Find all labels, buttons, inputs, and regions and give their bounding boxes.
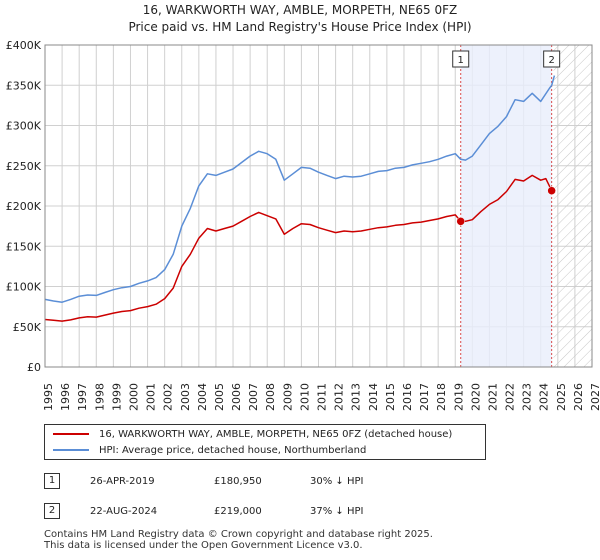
legend-swatch-hpi <box>53 449 89 451</box>
x-tick-label: 2025 <box>555 383 568 411</box>
footer: Contains HM Land Registry data © Crown c… <box>44 529 433 551</box>
x-tick-label: 2027 <box>589 383 600 411</box>
x-tick-label: 1997 <box>76 383 89 411</box>
event-date: 26-APR-2019 <box>90 476 155 487</box>
x-tick-label: 2010 <box>298 383 311 411</box>
sale-period-shade <box>460 45 552 367</box>
x-tick-label: 2001 <box>145 383 158 411</box>
sale-point-marker <box>547 186 556 195</box>
x-tick-label: 2022 <box>504 383 517 411</box>
x-tick-label: 2000 <box>127 383 140 411</box>
legend-item-hpi: HPI: Average price, detached house, Nort… <box>53 443 366 459</box>
chart-subtitle: Price paid vs. HM Land Registry's House … <box>128 20 472 34</box>
legend-swatch-property <box>53 433 89 435</box>
event-delta: 30% ↓ HPI <box>310 476 364 487</box>
x-tick-label: 2013 <box>350 383 363 411</box>
x-tick-label: 2019 <box>452 383 465 411</box>
x-tick-label: 2024 <box>538 383 551 411</box>
series-line-property <box>44 174 553 322</box>
x-tick-label: 1995 <box>42 383 55 411</box>
x-tick-label: 1998 <box>93 383 106 411</box>
forecast-hatch <box>553 45 592 367</box>
legend-label-hpi: HPI: Average price, detached house, Nort… <box>99 445 367 456</box>
event-delta: 37% ↓ HPI <box>310 506 364 517</box>
sale-badge <box>452 50 470 68</box>
x-tick-label: 2004 <box>196 383 209 411</box>
x-tick-label: 2020 <box>469 383 482 411</box>
x-tick-label: 2011 <box>316 383 329 411</box>
event-badge: 1 <box>44 473 60 489</box>
chart-legend: 16, WARKWORTH WAY, AMBLE, MORPETH, NE65 … <box>44 424 486 460</box>
chart-title: 16, WARKWORTH WAY, AMBLE, MORPETH, NE65 … <box>142 3 458 17</box>
y-tick-label: £250K <box>6 160 42 173</box>
sale-point-marker <box>456 217 465 226</box>
price-chart: £0 £50K £100K £150K £200K £250K £300K £350K £400… <box>6 39 600 411</box>
y-tick-label: £100K <box>6 281 42 294</box>
x-tick-label: 2023 <box>521 383 534 411</box>
sale-badge-label: 1 <box>458 55 464 66</box>
x-tick-label: 2017 <box>418 383 431 411</box>
x-tick-label: 2009 <box>281 383 294 411</box>
x-tick-label: 2007 <box>247 383 260 411</box>
x-tick-label: 2016 <box>401 383 414 411</box>
x-tick-label: 2015 <box>384 383 397 411</box>
x-tick-label: 2021 <box>486 383 499 411</box>
y-tick-label: £300K <box>6 120 42 133</box>
y-tick-label: £350K <box>6 79 42 92</box>
x-tick-label: 2002 <box>162 383 175 411</box>
plot-frame <box>44 44 593 368</box>
x-tick-label: 2008 <box>264 383 277 411</box>
event-price: £219,000 <box>214 506 262 517</box>
event-date: 22-AUG-2024 <box>90 506 158 517</box>
x-tick-label: 2014 <box>367 383 380 411</box>
legend-label-property: 16, WARKWORTH WAY, AMBLE, MORPETH, NE65 … <box>99 429 453 440</box>
sale-badge-label: 2 <box>548 55 554 66</box>
footer-copyright: Contains HM Land Registry data © Crown c… <box>44 529 433 540</box>
x-tick-label: 2005 <box>213 383 226 411</box>
x-tick-label: 1999 <box>110 383 123 411</box>
y-tick-label: £50K <box>13 321 42 334</box>
footer-license: This data is licensed under the Open Gov… <box>44 540 363 551</box>
x-tick-label: 2003 <box>179 383 192 411</box>
x-tick-label: 1996 <box>59 383 72 411</box>
sale-badge <box>543 50 561 68</box>
y-tick-label: £0 <box>27 361 41 374</box>
x-tick-label: 2026 <box>572 383 585 411</box>
y-tick-label: £200K <box>6 200 42 213</box>
x-tick-label: 2006 <box>230 383 243 411</box>
legend-item-property: 16, WARKWORTH WAY, AMBLE, MORPETH, NE65 … <box>53 427 452 443</box>
x-tick-label: 2018 <box>435 383 448 411</box>
event-price: £180,950 <box>214 476 262 487</box>
y-tick-label: £400K <box>6 39 42 52</box>
series-line-hpi <box>44 75 556 303</box>
x-tick-label: 2012 <box>333 383 346 411</box>
event-badge: 2 <box>44 503 60 519</box>
y-tick-label: £150K <box>6 240 42 253</box>
